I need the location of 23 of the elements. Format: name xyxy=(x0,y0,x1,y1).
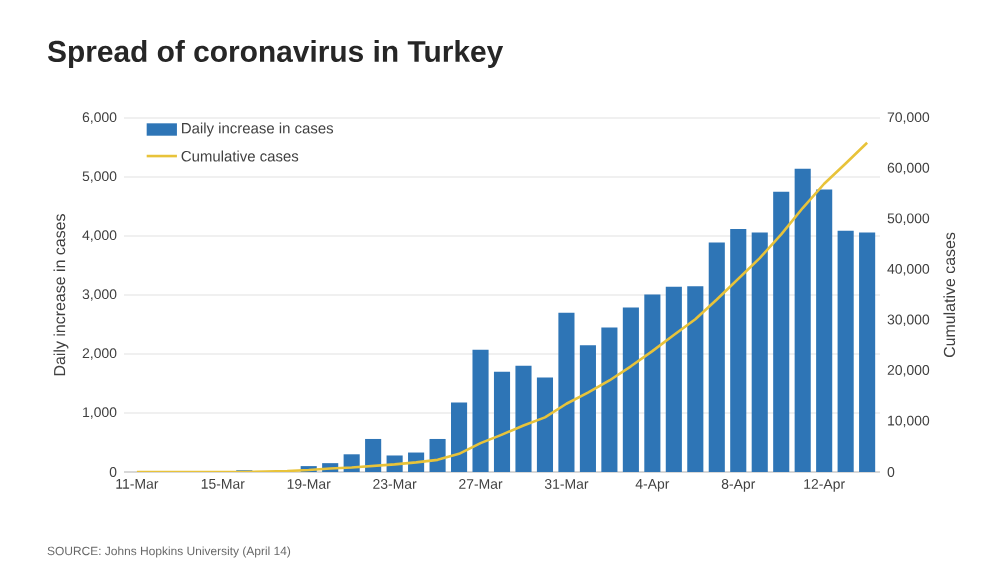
bar xyxy=(794,168,811,472)
bar xyxy=(365,438,382,472)
bar xyxy=(708,242,725,472)
bar xyxy=(515,365,532,472)
bar xyxy=(429,438,446,472)
bar xyxy=(730,228,747,472)
bar xyxy=(472,349,489,472)
bar xyxy=(451,402,468,472)
bar xyxy=(493,371,511,472)
bar xyxy=(579,345,596,472)
bar xyxy=(687,286,704,472)
bar xyxy=(622,307,639,472)
bar xyxy=(751,232,768,472)
bar xyxy=(816,189,833,472)
bar xyxy=(773,191,790,472)
bar xyxy=(536,377,554,472)
bar xyxy=(859,232,876,472)
bar xyxy=(837,230,854,472)
bar xyxy=(665,286,682,472)
bar xyxy=(601,327,618,472)
bar xyxy=(644,294,661,472)
chart-title: Spread of coronavirus in Turkey xyxy=(47,40,504,68)
bar xyxy=(558,312,575,472)
